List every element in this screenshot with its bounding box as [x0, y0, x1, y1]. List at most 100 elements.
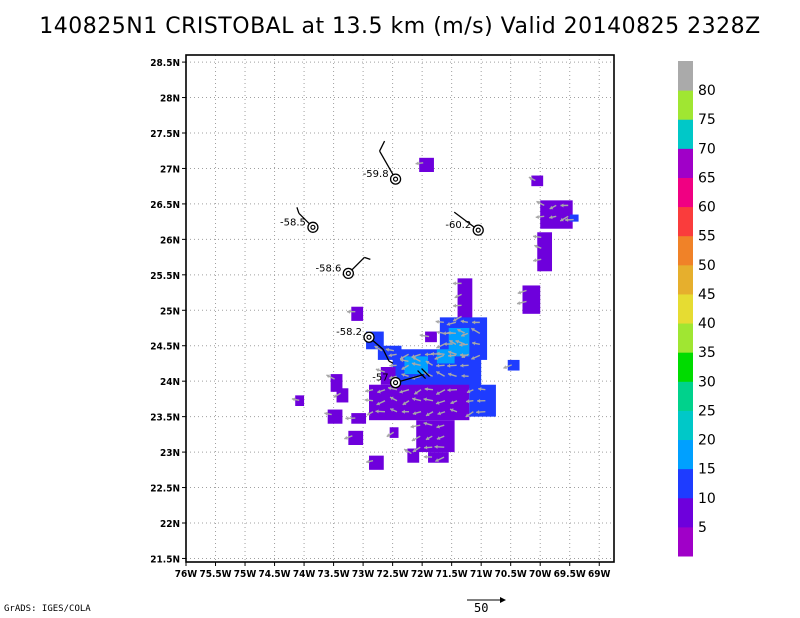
- wind-vector-head: [459, 342, 463, 347]
- colorbar-label: 30: [698, 374, 716, 390]
- colorbar-label: 40: [698, 316, 716, 332]
- wind-vector-head: [465, 413, 470, 417]
- wind-vector-head: [476, 410, 480, 415]
- y-tick-label: 27.5N: [150, 129, 180, 140]
- colorbar-segment: [678, 352, 693, 382]
- wind-vector-head: [466, 399, 470, 404]
- wind-vector-head: [457, 328, 461, 333]
- x-tick-label: 74.5W: [258, 569, 290, 580]
- wind-vector-head: [401, 409, 405, 414]
- wind-vector-head: [436, 424, 440, 429]
- wind-barb: [417, 370, 427, 380]
- reference-vector-label: 50: [474, 601, 489, 615]
- y-tick-label: 27N: [160, 164, 180, 175]
- wind-vector-head: [346, 309, 350, 314]
- colorbar-segment: [678, 206, 693, 237]
- wind-vector-head: [375, 368, 380, 373]
- station-marker-outer: [472, 224, 484, 236]
- wind-barb: [382, 348, 390, 362]
- wind-vector-head: [459, 353, 463, 358]
- wind-vector-head: [536, 200, 541, 205]
- y-tick-label: 25N: [160, 306, 180, 317]
- y-tick-label: 23.5N: [150, 413, 180, 424]
- station-marker-outer: [389, 376, 402, 389]
- wind-vector-head: [477, 398, 481, 403]
- wind-vector-head: [442, 331, 446, 336]
- colorbar-segment: [678, 468, 693, 499]
- wind-speed-cell: [348, 430, 364, 445]
- wind-vector-head: [434, 444, 438, 449]
- wind-vector-head: [425, 436, 430, 440]
- wind-vector-head: [390, 396, 394, 401]
- station-temp-label: -58.2: [336, 327, 362, 338]
- wind-vector-head: [448, 372, 452, 377]
- colorbar-label: 60: [698, 200, 716, 216]
- wind-speed-cell: [327, 409, 343, 424]
- colorbar-segment: [678, 235, 693, 266]
- wind-barb: [296, 207, 300, 214]
- wind-vector-head: [364, 398, 368, 403]
- wind-vector-head: [389, 363, 393, 368]
- wind-speed-cell: [351, 413, 367, 424]
- wind-vector-head: [461, 333, 465, 337]
- wind-vector-head: [326, 374, 330, 379]
- wind-barb: [421, 368, 431, 378]
- station-temp-label: -59.8: [363, 169, 389, 180]
- wind-vector-head: [390, 408, 394, 412]
- wind-vector-head: [411, 437, 416, 442]
- wind-vector-head: [399, 389, 403, 394]
- colorbar: 5 10 15 20 25 30 35 40 45 50 55 60 65 70 75 80: [678, 61, 716, 557]
- wind-speed-cell: [537, 232, 553, 272]
- wind-vector-head: [366, 411, 371, 416]
- wind-vector-head: [436, 371, 440, 375]
- wind-vector-head: [425, 360, 430, 365]
- wind-speed-cell: [522, 285, 541, 314]
- station-marker-outer: [342, 267, 354, 280]
- wind-vector-head: [533, 234, 537, 239]
- x-tick-label: 75W: [234, 569, 257, 580]
- wind-barb: [388, 360, 394, 364]
- y-tick-label: 24.5N: [150, 342, 180, 353]
- y-tick-label: 23N: [160, 448, 180, 459]
- colorbar-label: 70: [698, 141, 716, 157]
- wind-vector-head: [453, 317, 457, 322]
- wind-barb: [378, 140, 386, 152]
- wind-vector-head: [461, 374, 465, 379]
- station-temp-label: -58.6: [315, 263, 341, 274]
- wind-speed-cell: [351, 306, 364, 321]
- station-temp-label: -58.5: [280, 217, 306, 228]
- wind-speed-cell: [540, 200, 573, 229]
- station-marker-inner: [392, 380, 399, 386]
- wind-vector-head: [388, 353, 393, 358]
- wind-speed-cell: [507, 359, 520, 371]
- wind-vector-head: [430, 351, 435, 356]
- colorbar-segment: [678, 148, 693, 178]
- wind-speed-cell: [457, 278, 473, 325]
- plot-frame: [185, 54, 615, 563]
- wind-vector-head: [450, 400, 454, 405]
- wind-vector-head: [453, 303, 457, 308]
- x-tick-label: 69W: [588, 569, 611, 580]
- wind-vector-head: [388, 386, 392, 391]
- wind-vector-head: [466, 389, 471, 394]
- wind-vector-head: [535, 215, 539, 219]
- station-marker-outer: [363, 331, 375, 343]
- colorbar-label: 10: [698, 491, 716, 507]
- station-marker-inner: [475, 227, 481, 233]
- x-tick-label: 73.5W: [318, 569, 350, 580]
- wind-speed-cell: [369, 455, 384, 470]
- wind-vector-head: [549, 215, 553, 220]
- wind-vector-head: [471, 328, 475, 332]
- wind-vector-head: [412, 356, 417, 361]
- wind-vector-head: [471, 356, 475, 360]
- y-tick-label: 24N: [160, 377, 180, 388]
- wind-vector-head: [436, 391, 440, 395]
- wind-vector-head: [478, 387, 482, 392]
- wind-vector-head: [411, 362, 416, 366]
- wind-vector-head: [415, 161, 419, 166]
- wind-vectors: [291, 161, 574, 464]
- y-tick-label: 26.5N: [150, 200, 180, 211]
- wind-vector-head: [436, 344, 440, 349]
- wind-vector-head: [424, 387, 428, 392]
